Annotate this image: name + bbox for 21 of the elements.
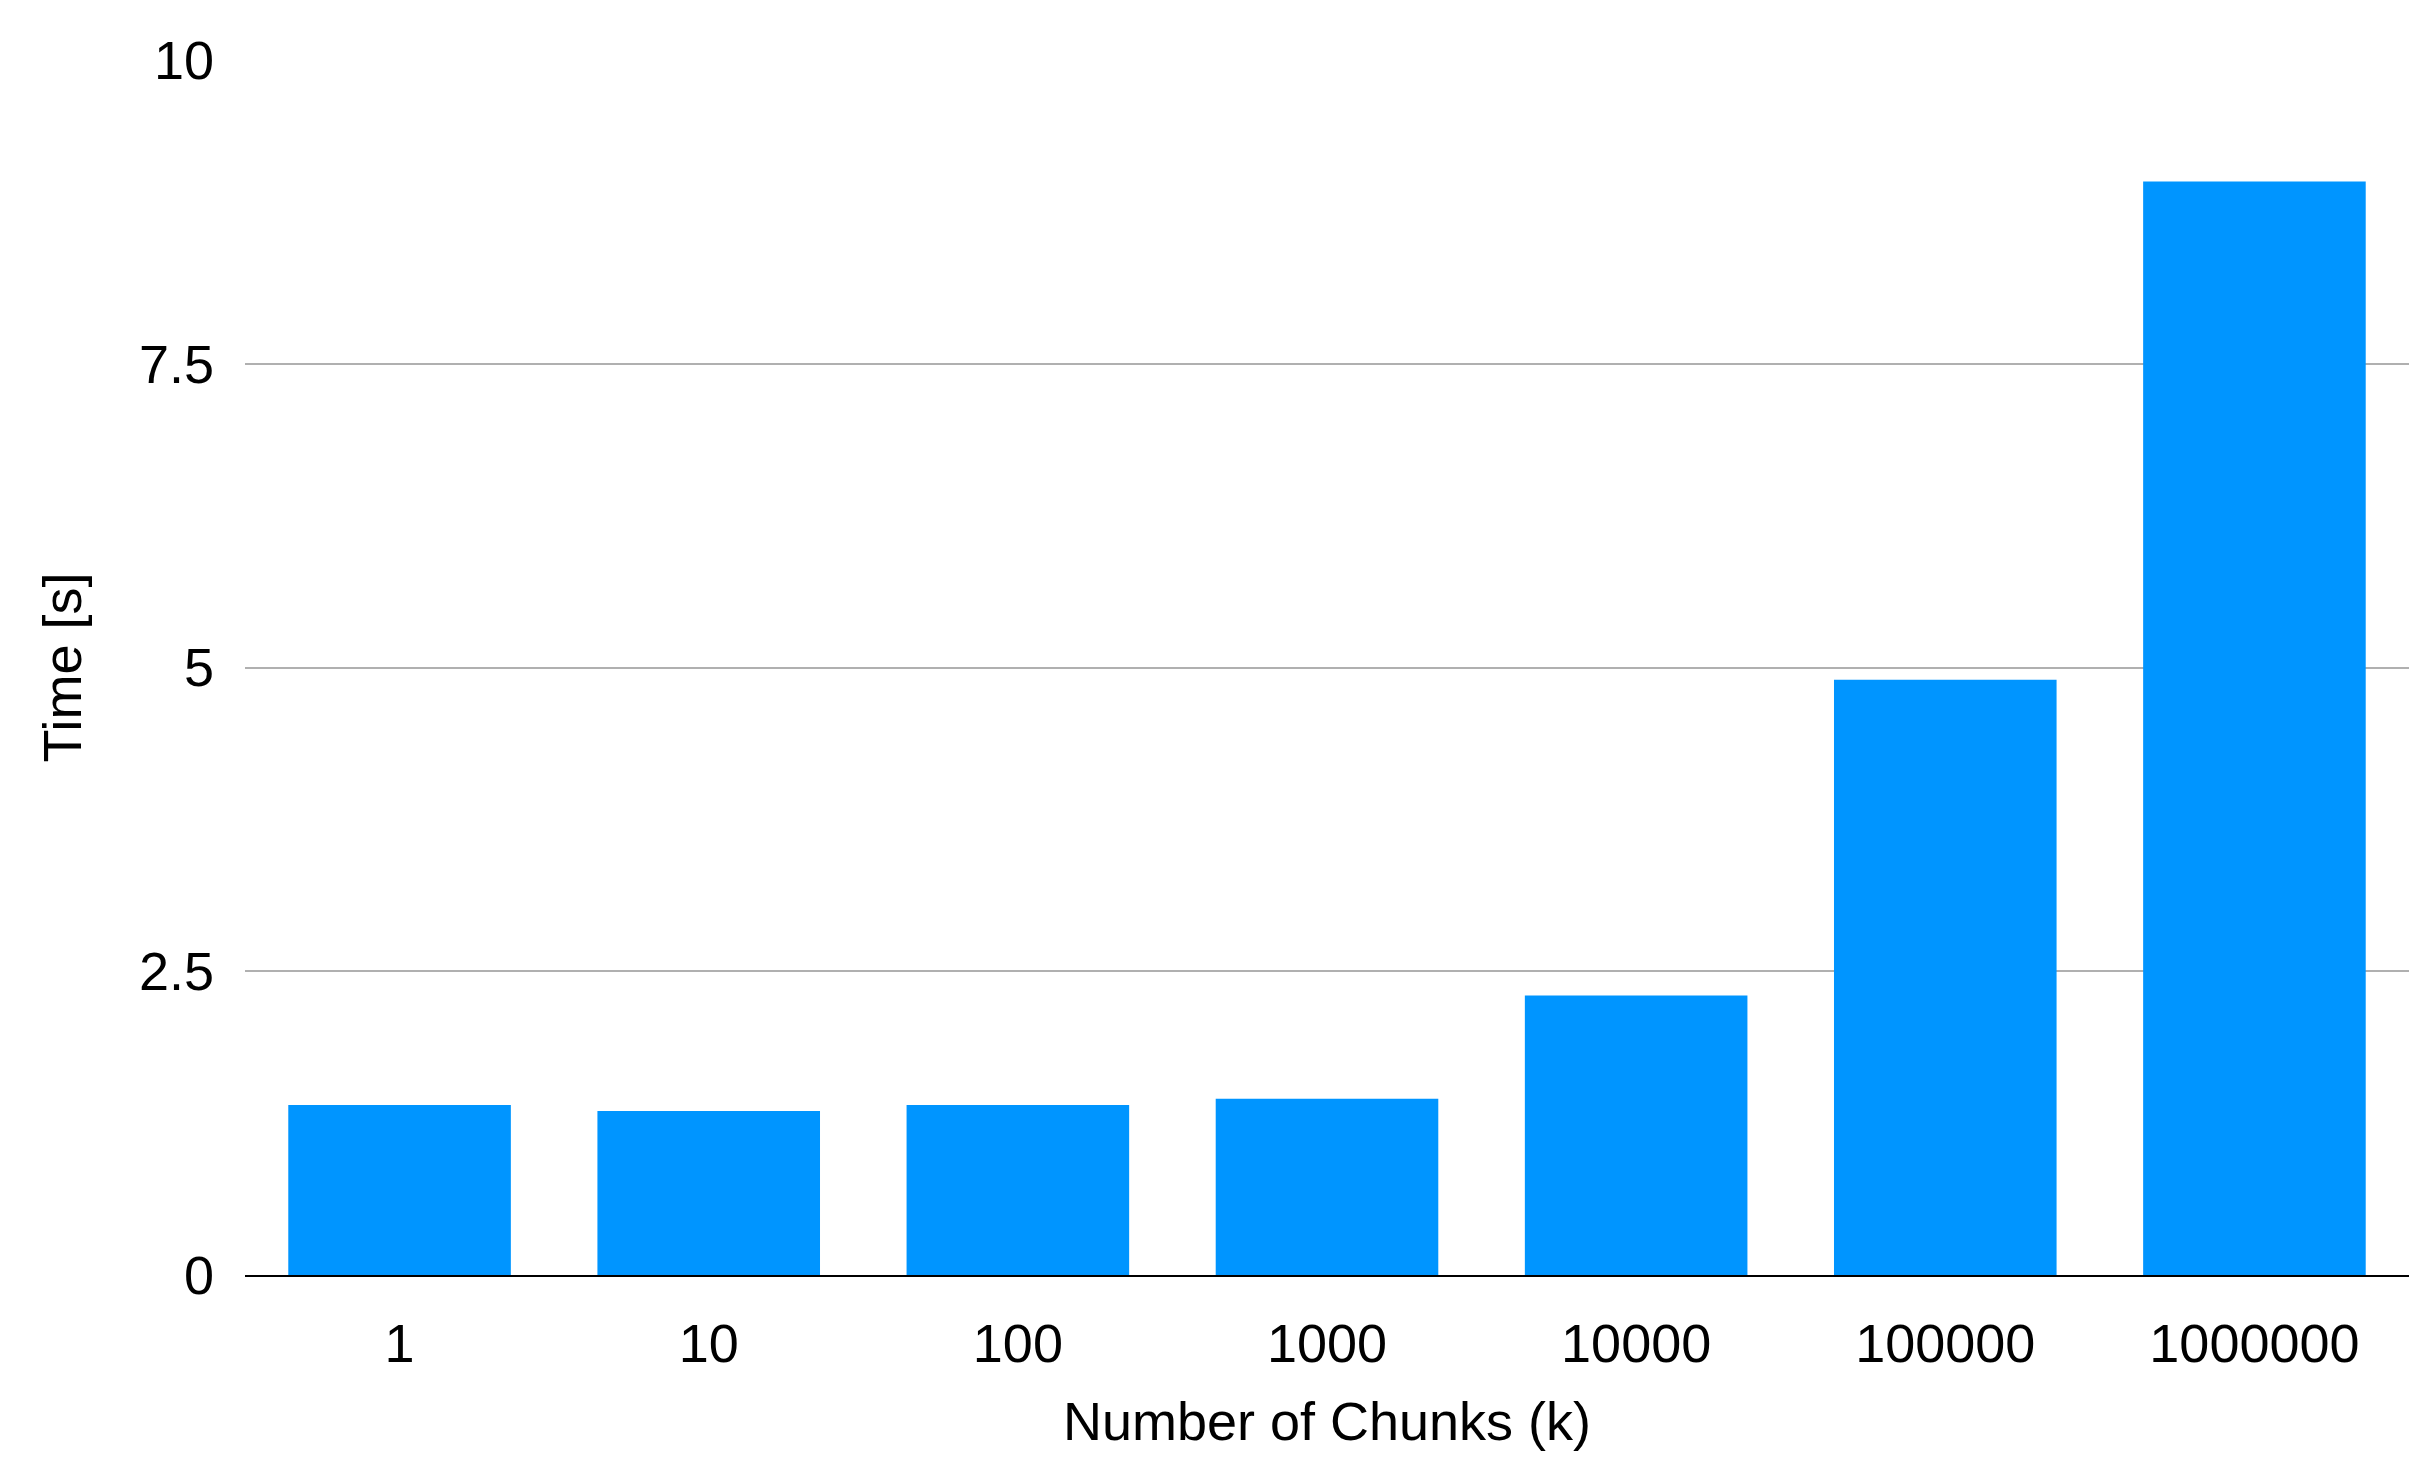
- bar: [2143, 181, 2366, 1275]
- y-tick-label: 5: [183, 637, 214, 698]
- x-tick-label: 1: [384, 1312, 415, 1373]
- y-tick-label: 0: [183, 1244, 214, 1305]
- y-tick-label: 2.5: [138, 941, 214, 1002]
- bar: [1215, 1098, 1439, 1275]
- bar: [288, 1104, 511, 1275]
- x-tick-label: 1000000: [2149, 1312, 2360, 1373]
- x-tick-label: 10: [678, 1312, 739, 1373]
- x-tick-label: 100000: [1855, 1312, 2036, 1373]
- x-tick-label: 1000: [1266, 1312, 1388, 1373]
- y-tick-label: 10: [153, 29, 214, 90]
- x-axis-title: Number of Chunks (k): [1062, 1390, 1592, 1451]
- y-tick-label: 7.5: [138, 333, 214, 394]
- x-tick-label: 10000: [1561, 1312, 1712, 1373]
- bar: [1833, 679, 2057, 1275]
- bar: [906, 1104, 1130, 1275]
- x-tick-label: 100: [972, 1312, 1063, 1373]
- bar: [1524, 995, 1748, 1275]
- bar: [597, 1110, 821, 1275]
- y-axis-title: Time [s]: [31, 572, 92, 763]
